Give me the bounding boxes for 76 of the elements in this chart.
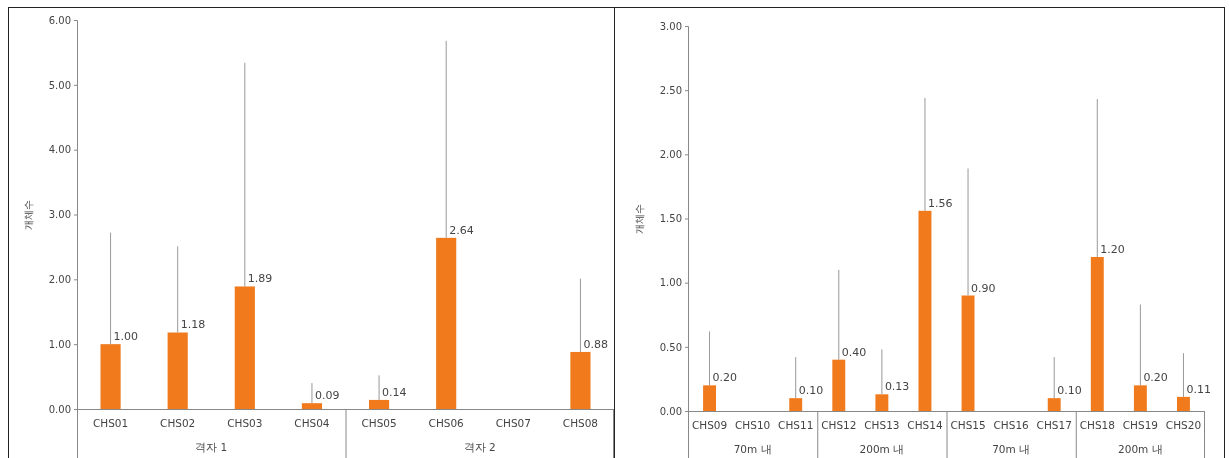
x-tick-label: CHS16 [993, 419, 1030, 431]
data-label: 0.10 [1057, 384, 1082, 398]
bar [918, 210, 932, 411]
x-tick-label: CHS12 [821, 419, 857, 431]
x-tick-label: CHS17 [1036, 419, 1072, 431]
x-tick-label: CHS04 [294, 417, 330, 429]
data-label: 0.10 [798, 384, 824, 398]
y-tick-label: 0.00 [48, 403, 71, 415]
bar [961, 295, 975, 411]
y-tick-label: 4.00 [48, 144, 71, 156]
data-label: 1.00 [113, 330, 139, 344]
x-tick-label: CHS11 [778, 419, 814, 431]
x-tick-label: CHS13 [864, 419, 900, 431]
bar [875, 394, 889, 411]
data-label: 0.88 [583, 337, 608, 351]
data-label: 0.13 [884, 380, 910, 394]
bar [570, 351, 591, 409]
y-tick-label: 2.50 [659, 84, 682, 96]
x-tick-label: CHS14 [907, 419, 943, 431]
x-tick-label: CHS01 [92, 417, 129, 429]
y-tick-label: 2.00 [48, 274, 71, 286]
bar [167, 332, 188, 409]
x-tick-label: CHS03 [227, 417, 263, 429]
text: 70m 내 [992, 443, 1031, 455]
y-tick-label: 5.00 [48, 79, 71, 91]
bar [100, 344, 121, 409]
bar [436, 237, 457, 409]
y-tick-label: 3.00 [48, 209, 71, 221]
bar [368, 399, 390, 409]
x-tick-label: CHS02 [160, 417, 196, 429]
data-label: 2.64 [449, 223, 474, 237]
data-label: 1.20 [1100, 243, 1125, 256]
data-label: 0.09 [314, 389, 340, 403]
x-tick-label: CHS19 [1122, 419, 1159, 431]
bar [1133, 385, 1147, 411]
y-tick-label: 0.50 [659, 341, 682, 353]
y-tick-label: 1.00 [48, 338, 71, 350]
y-axis-title: 개체수 [23, 199, 34, 230]
x-tick-label: CHS18 [1079, 419, 1115, 431]
x-tick-label: CHS20 [1165, 419, 1202, 431]
y-tick-label: 6.00 [48, 14, 71, 26]
y-tick-label: 1.00 [659, 277, 682, 289]
text: 70m 내 [733, 443, 772, 455]
x-tick-label: CHS15 [950, 419, 986, 431]
y-tick-label: 1.50 [659, 213, 682, 225]
x-tick-label: CHS06 [428, 417, 465, 429]
data-label: 1.56 [927, 196, 953, 210]
data-label: 0.11 [1186, 382, 1211, 396]
bar [1177, 396, 1190, 411]
y-axis-title: 개체수 [634, 203, 645, 234]
data-label: 0.20 [712, 371, 738, 385]
data-label: 0.20 [1143, 371, 1168, 385]
y-tick-label: 2.00 [659, 149, 682, 161]
bar [789, 398, 803, 411]
data-label: 0.90 [971, 281, 996, 295]
y-tick-label: 0.00 [659, 405, 682, 417]
bar [703, 385, 716, 411]
bar [301, 403, 323, 409]
text: 200m 내 [859, 443, 905, 455]
text: 200m 내 [1118, 443, 1163, 455]
x-tick-label: CHS08 [562, 417, 599, 429]
data-label: 0.14 [382, 385, 407, 399]
x-tick-label: CHS09 [691, 419, 728, 431]
data-label: 0.40 [841, 345, 867, 359]
text: 격자 1 [195, 441, 228, 453]
data-label: 1.18 [180, 318, 206, 332]
bar [1047, 398, 1061, 411]
x-tick-label: CHS10 [734, 419, 771, 431]
x-tick-label: CHS05 [361, 417, 397, 429]
data-label: 1.89 [247, 272, 273, 286]
bar [234, 286, 255, 409]
text: 격자 2 [463, 441, 496, 453]
bar [1090, 257, 1104, 411]
y-tick-label: 3.00 [659, 20, 682, 32]
x-tick-label: CHS07 [495, 417, 531, 429]
bar [832, 359, 846, 411]
